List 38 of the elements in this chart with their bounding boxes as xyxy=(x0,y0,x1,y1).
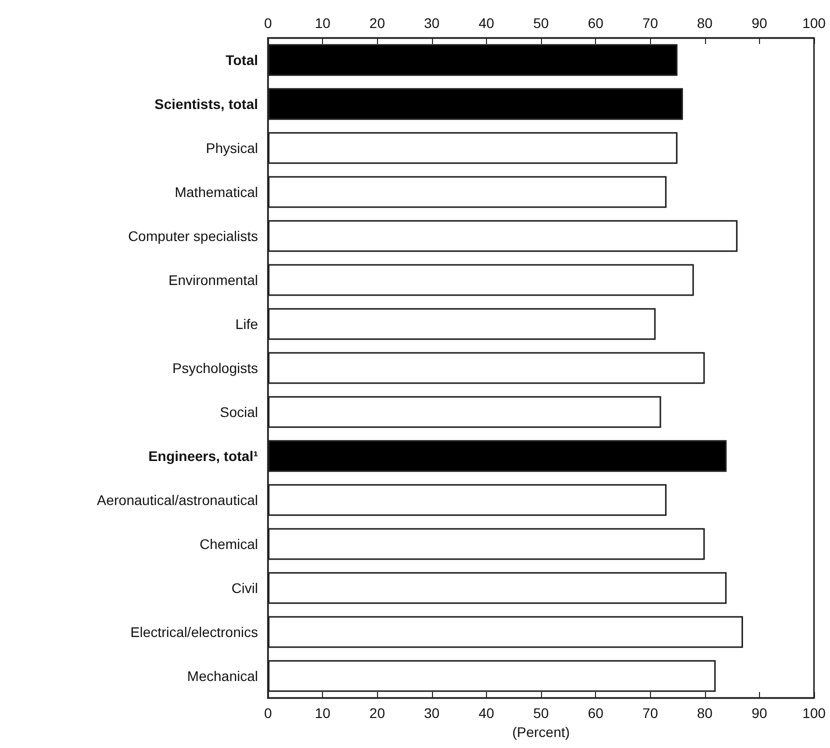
x2-tick-label: 10 xyxy=(314,15,331,31)
x2-tick-label: 0 xyxy=(264,15,272,31)
y-tick-label: Life xyxy=(235,316,258,332)
y-tick-label: Physical xyxy=(206,140,258,156)
x2-tick-label: 100 xyxy=(802,15,826,31)
x-tick-label: 0 xyxy=(264,705,272,721)
x-axis-title: (Percent) xyxy=(512,724,570,740)
y-tick-label: Mathematical xyxy=(174,184,258,200)
y-tick-label: Civil xyxy=(232,580,258,596)
y-tick-label: Aeronautical/astronautical xyxy=(96,492,258,508)
x-tick-label: 90 xyxy=(752,705,768,721)
x2-tick-label: 40 xyxy=(478,15,494,31)
y-tick-label: Chemical xyxy=(200,536,258,552)
x2-tick-label: 30 xyxy=(424,15,440,31)
x-tick-label: 100 xyxy=(802,705,826,721)
x-tick-label: 20 xyxy=(369,705,386,721)
y-tick-label: Engineers, total¹ xyxy=(148,448,258,464)
x2-tick-label: 20 xyxy=(369,15,386,31)
x2-tick-label: 80 xyxy=(697,15,713,31)
x-tick-label: 30 xyxy=(424,705,440,721)
x2-tick-label: 90 xyxy=(752,15,768,31)
y-tick-label: Scientists, total xyxy=(154,96,258,112)
x-tick-label: 10 xyxy=(314,705,331,721)
x-tick-label: 40 xyxy=(478,705,494,721)
y-tick-label: Computer specialists xyxy=(128,228,258,244)
x2-tick-label: 60 xyxy=(588,15,604,31)
x-tick-label: 70 xyxy=(642,705,658,721)
y-tick-label: Environmental xyxy=(168,272,258,288)
x2-tick-label: 70 xyxy=(642,15,658,31)
y-tick-label: Mechanical xyxy=(187,668,258,684)
y-tick-label: Psychologists xyxy=(172,360,258,376)
x2-tick-label: 50 xyxy=(533,15,549,31)
y-tick-label: Social xyxy=(220,404,258,420)
y-tick-label: Total xyxy=(226,52,258,68)
x-tick-label: 50 xyxy=(533,705,549,721)
x-tick-label: 60 xyxy=(588,705,604,721)
y-tick-label: Electrical/electronics xyxy=(130,624,258,640)
x-tick-label: 80 xyxy=(697,705,713,721)
